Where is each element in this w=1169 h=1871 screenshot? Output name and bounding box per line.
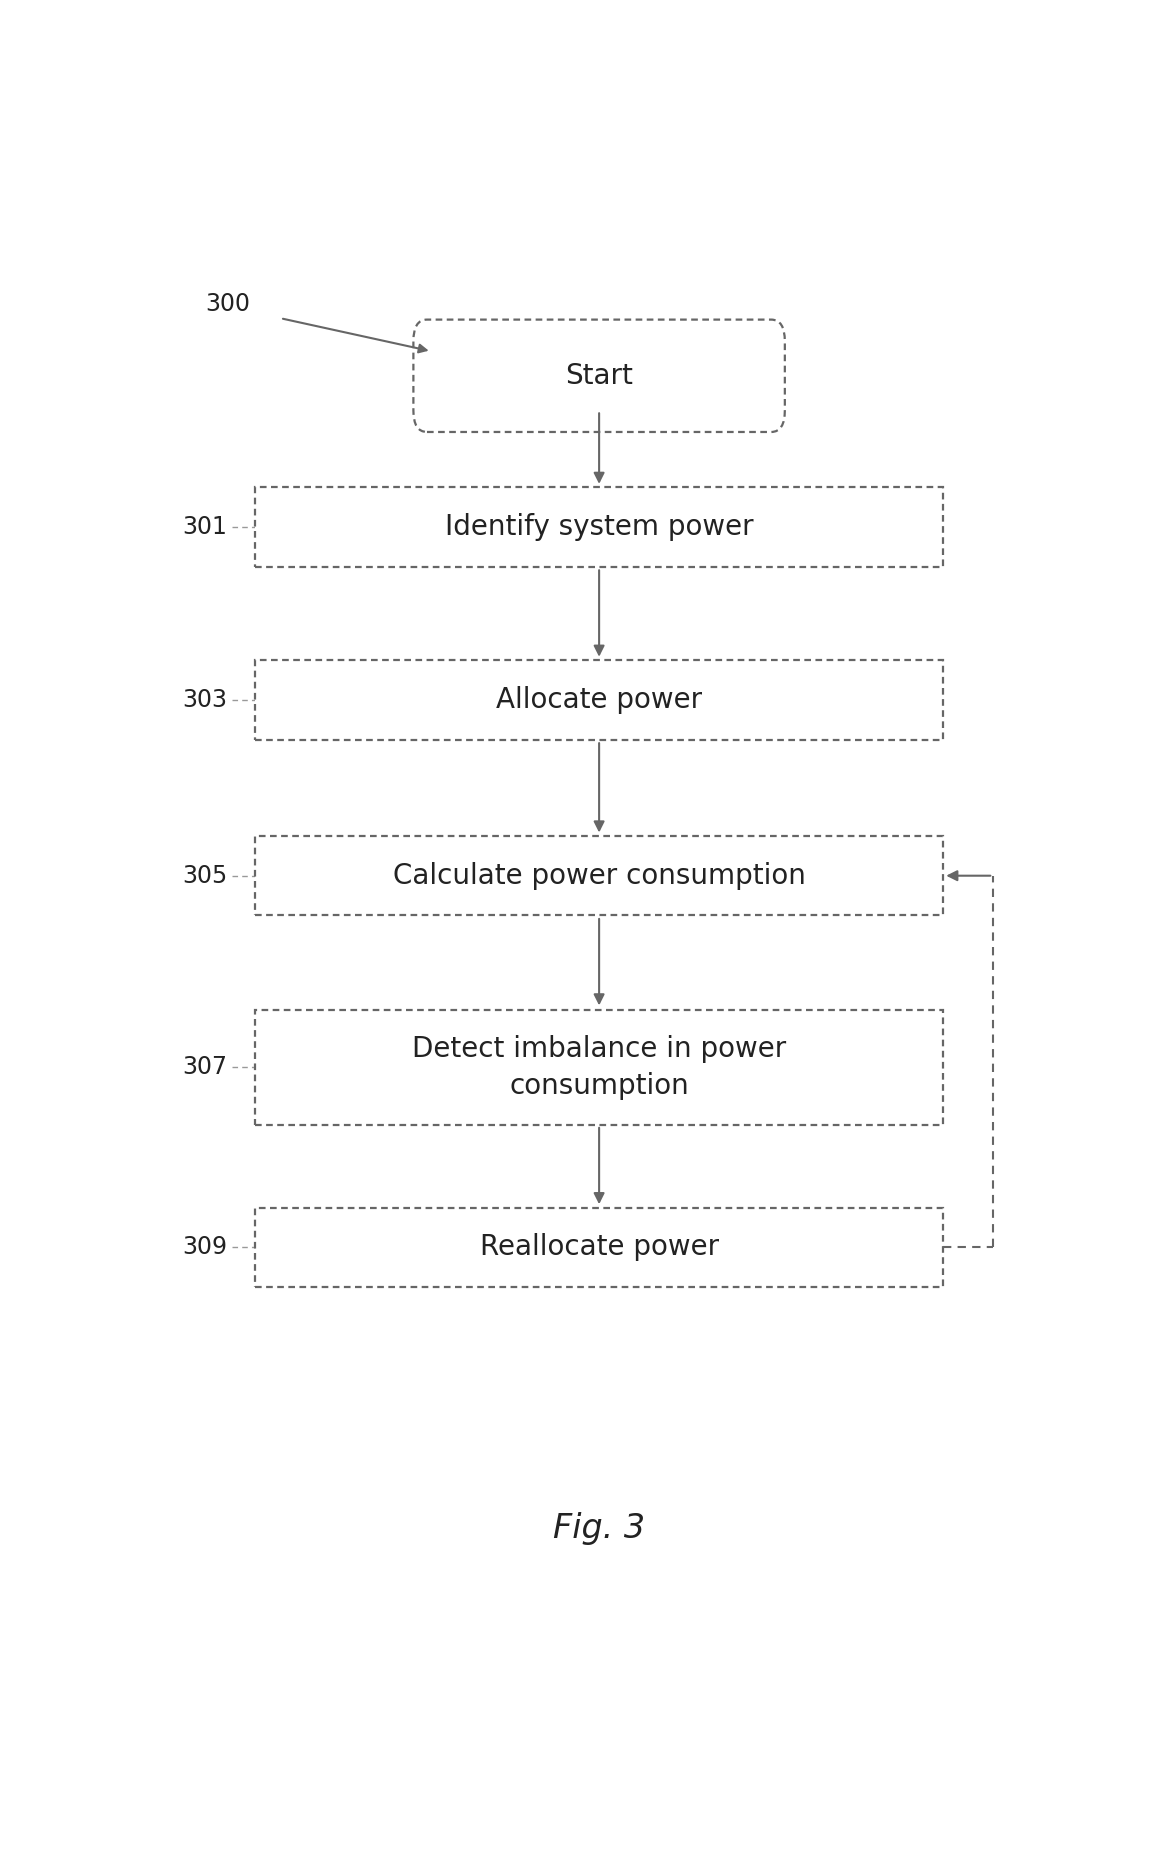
Text: 307: 307 [182, 1055, 228, 1080]
FancyBboxPatch shape [255, 1010, 943, 1124]
Text: 301: 301 [182, 515, 228, 539]
Text: Reallocate power: Reallocate power [479, 1233, 719, 1261]
Text: Allocate power: Allocate power [496, 687, 703, 715]
Text: Calculate power consumption: Calculate power consumption [393, 863, 805, 891]
Text: 309: 309 [182, 1235, 228, 1259]
Text: 300: 300 [206, 292, 250, 316]
FancyBboxPatch shape [255, 1209, 943, 1287]
FancyBboxPatch shape [255, 488, 943, 567]
Text: Start: Start [565, 361, 634, 389]
Text: Fig. 3: Fig. 3 [553, 1512, 645, 1545]
FancyBboxPatch shape [255, 836, 943, 915]
Text: Identify system power: Identify system power [444, 513, 754, 541]
FancyBboxPatch shape [255, 660, 943, 739]
Text: 305: 305 [182, 864, 228, 887]
Text: Detect imbalance in power
consumption: Detect imbalance in power consumption [411, 1035, 787, 1100]
FancyBboxPatch shape [414, 320, 784, 432]
Text: 303: 303 [182, 689, 228, 713]
